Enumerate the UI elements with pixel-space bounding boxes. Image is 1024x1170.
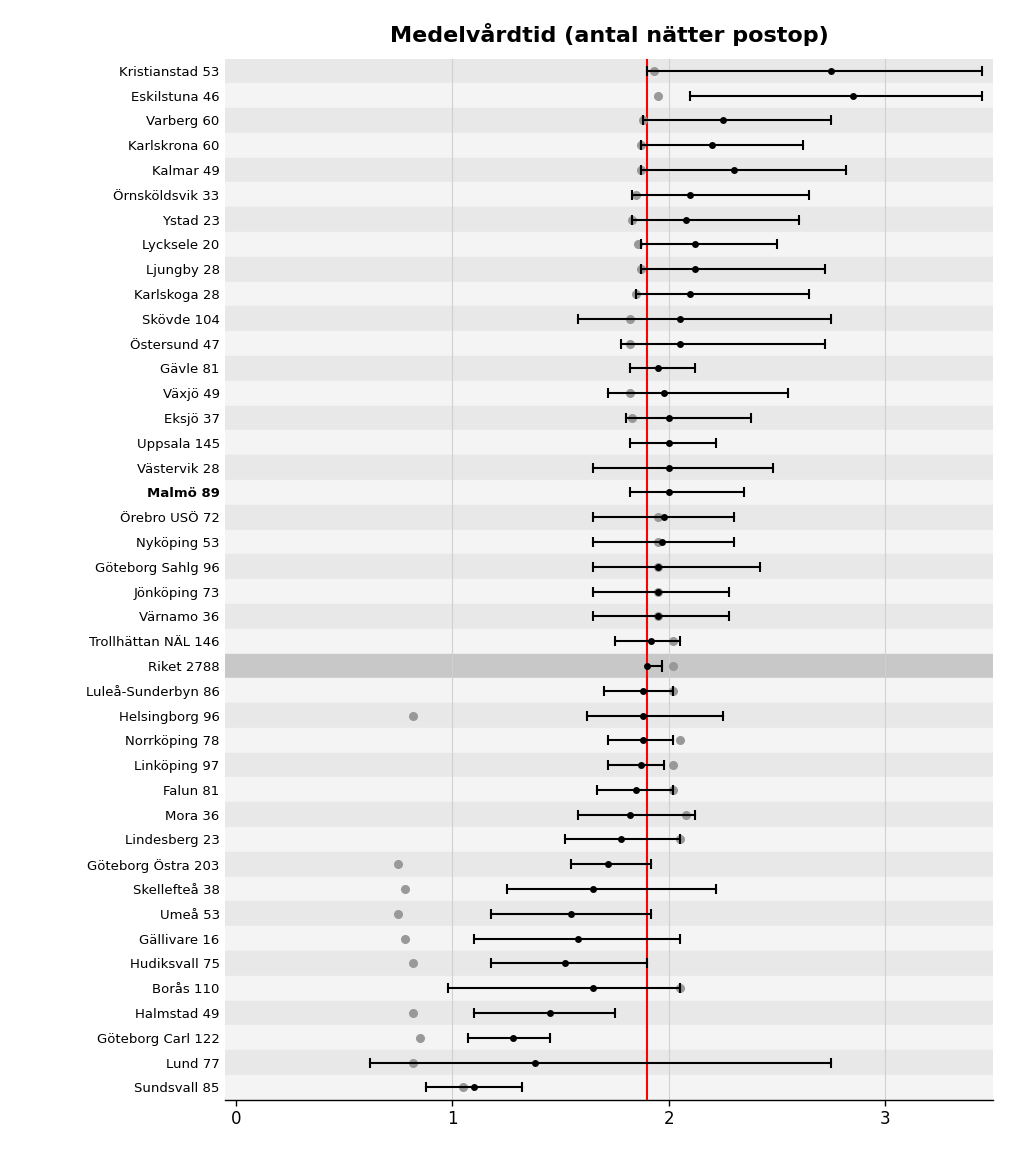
Bar: [225, 207, 993, 232]
Bar: [225, 83, 993, 108]
Bar: [225, 803, 993, 827]
Bar: [225, 1075, 993, 1100]
Bar: [225, 927, 993, 951]
Bar: [225, 654, 993, 679]
Bar: [225, 555, 993, 579]
Bar: [225, 679, 993, 703]
Bar: [225, 133, 993, 158]
Bar: [225, 108, 993, 133]
Bar: [225, 380, 993, 406]
Bar: [225, 976, 993, 1000]
Title: Medelvårdtid (antal nätter postop): Medelvårdtid (antal nätter postop): [390, 23, 828, 46]
Bar: [225, 307, 993, 331]
Bar: [225, 778, 993, 803]
Bar: [225, 530, 993, 555]
Bar: [225, 331, 993, 356]
Bar: [225, 480, 993, 504]
Bar: [225, 1051, 993, 1075]
Bar: [225, 58, 993, 83]
Bar: [225, 356, 993, 380]
Bar: [225, 282, 993, 307]
Bar: [225, 158, 993, 183]
Bar: [225, 876, 993, 901]
Bar: [225, 431, 993, 455]
Bar: [225, 406, 993, 431]
Bar: [225, 183, 993, 207]
Bar: [225, 232, 993, 257]
Bar: [225, 728, 993, 752]
Bar: [225, 455, 993, 480]
Bar: [225, 752, 993, 778]
Bar: [225, 504, 993, 530]
Bar: [225, 1000, 993, 1025]
Bar: [225, 951, 993, 976]
Bar: [225, 579, 993, 604]
Bar: [225, 703, 993, 728]
Bar: [225, 257, 993, 282]
Bar: [225, 628, 993, 654]
Bar: [225, 604, 993, 628]
Bar: [225, 1025, 993, 1051]
Bar: [225, 852, 993, 876]
Bar: [225, 827, 993, 852]
Bar: [225, 901, 993, 927]
